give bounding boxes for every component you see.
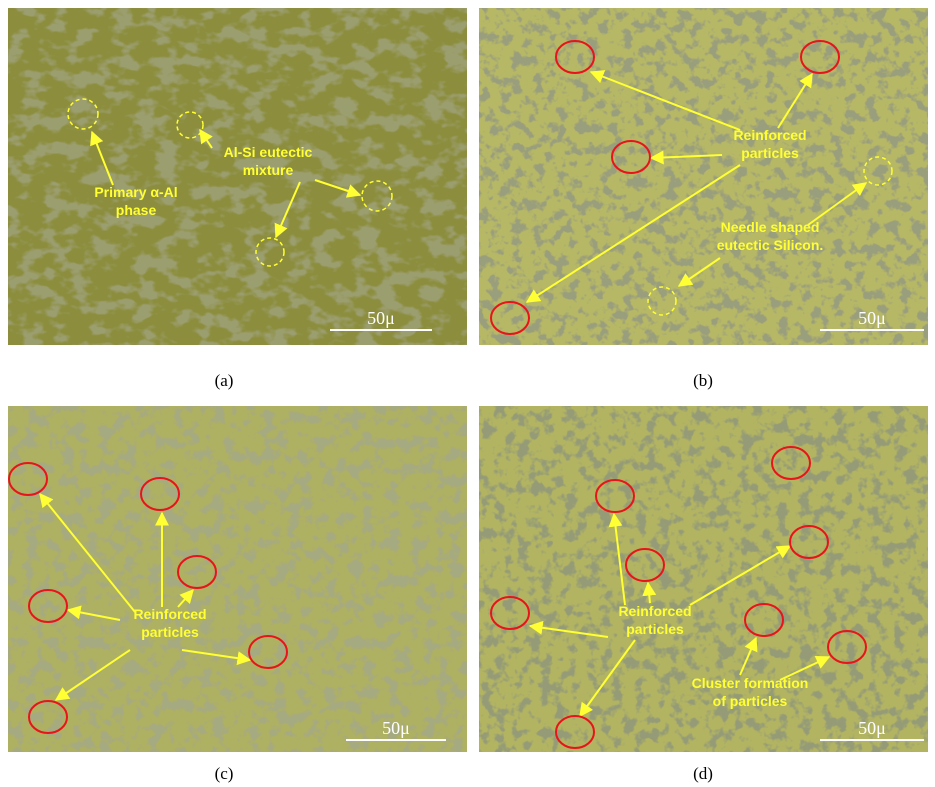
annotation-label: Al-Si eutectic [224, 144, 313, 160]
panel-caption: (b) [693, 371, 713, 390]
micrograph-texture [8, 406, 467, 752]
annotation-label: Needle shaped [721, 219, 820, 235]
annotation-label: of particles [713, 693, 788, 709]
scale-label: 50μ [858, 718, 886, 738]
scale-label: 50μ [382, 718, 410, 738]
micrograph-texture [8, 8, 467, 345]
figure: Primary α-Al phase Al-Si eutectic mixture 50… [0, 0, 935, 787]
panel-caption: (d) [693, 764, 713, 783]
annotation-label: particles [741, 145, 799, 161]
scale-label: 50μ [858, 308, 886, 328]
annotation-label: Cluster formation [692, 675, 809, 691]
annotation-label: phase [116, 202, 157, 218]
micrograph-texture [479, 406, 928, 752]
panel-caption: (a) [215, 371, 234, 390]
annotation-label: eutectic Silicon. [717, 237, 824, 253]
panel-caption: (c) [215, 764, 234, 783]
annotation-label: Reinforced [133, 606, 206, 622]
annotation-label: Primary α-Al [94, 184, 177, 200]
annotation-label: Reinforced [618, 603, 691, 619]
scale-label: 50μ [367, 308, 395, 328]
micrograph-texture [479, 8, 928, 345]
annotation-label: particles [626, 621, 684, 637]
annotation-label: mixture [243, 162, 294, 178]
annotation-label: particles [141, 624, 199, 640]
annotation-label: Reinforced [733, 127, 806, 143]
